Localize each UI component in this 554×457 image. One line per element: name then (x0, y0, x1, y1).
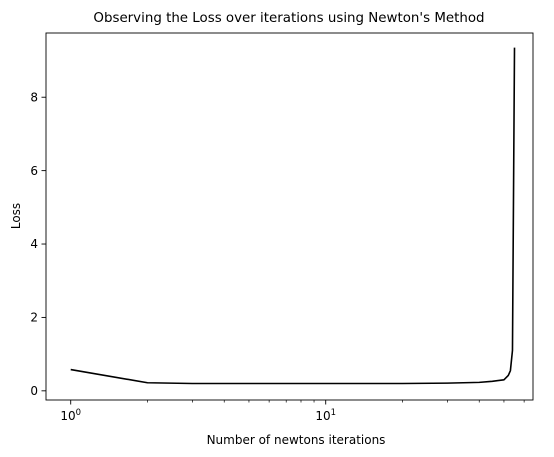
y-tick-label: 0 (30, 384, 38, 398)
chart-title: Observing the Loss over iterations using… (93, 11, 484, 26)
loss-line (70, 47, 516, 385)
x-tick-label: 101 (315, 408, 336, 423)
x-axis-label: Number of newtons iterations (207, 433, 386, 447)
plot-frame (45, 32, 534, 401)
y-axis-ticks: 0 2 4 6 8 (30, 90, 46, 398)
y-tick-label: 8 (30, 90, 38, 104)
y-axis-label: Loss (9, 203, 23, 229)
series-layer (70, 47, 516, 385)
y-tick-label: 6 (30, 164, 38, 178)
x-axis-ticks: 100 101 (60, 400, 525, 423)
y-tick-label: 4 (30, 237, 38, 251)
x-tick-label: 100 (60, 408, 81, 423)
y-tick-label: 2 (30, 311, 38, 325)
plot-area: 100 101 0 2 4 6 8 (30, 32, 534, 423)
